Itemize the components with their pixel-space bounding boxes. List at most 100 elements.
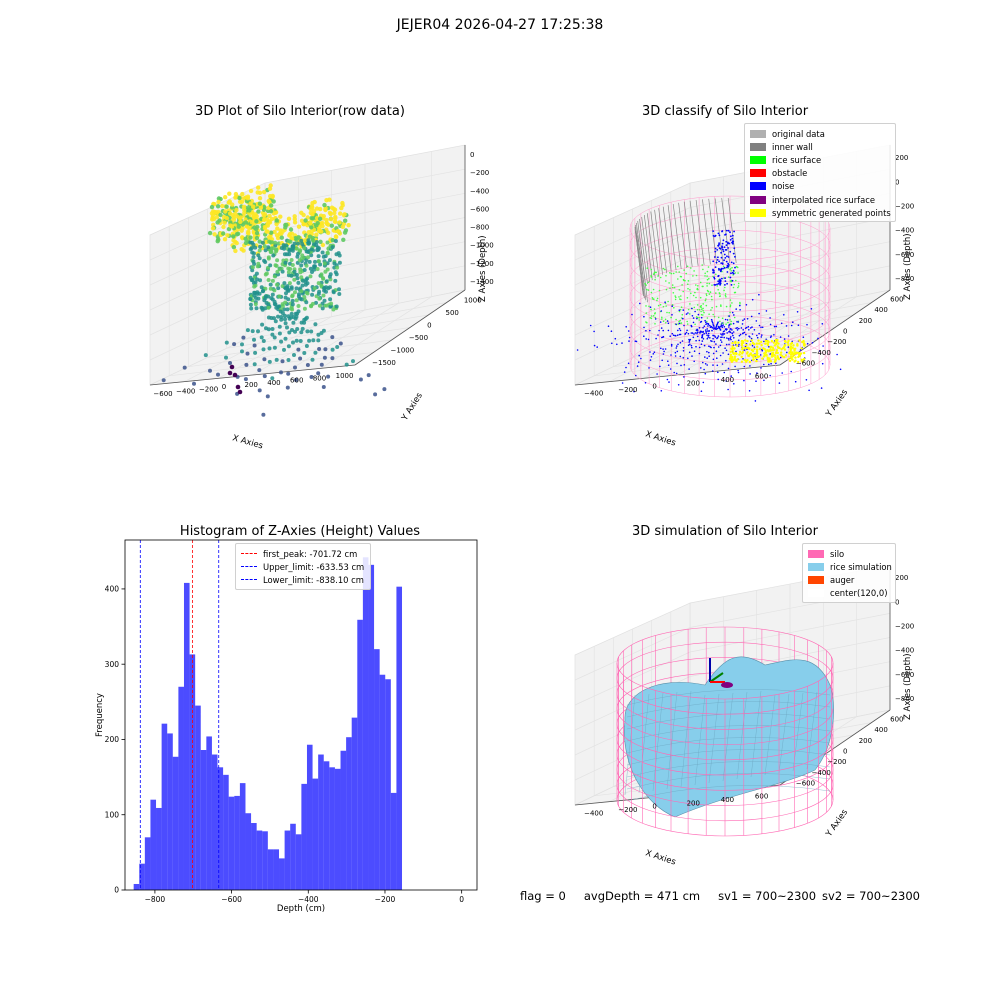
classify-noise-point <box>706 328 708 330</box>
classify-symmetric-point <box>798 353 802 356</box>
raw-data-point <box>221 231 226 236</box>
classify-inner-wall-line <box>646 213 656 279</box>
raw-data-point <box>254 271 259 276</box>
classify-noise-point <box>731 311 734 314</box>
raw-y-tick-label: 0 <box>427 321 431 329</box>
raw-data-point <box>335 265 340 270</box>
classify-symmetric-point <box>800 359 803 362</box>
classify-noise-point <box>635 340 638 343</box>
classify-symmetric-point <box>771 346 774 349</box>
classify-noise-point <box>708 345 710 347</box>
raw-x-tick-label: 600 <box>290 377 303 385</box>
raw-data-point <box>215 239 220 244</box>
classify-rice-point <box>693 270 695 272</box>
simulation-z-tick-label: −600 <box>895 671 914 679</box>
classify-rice-point <box>662 305 665 308</box>
classify-noise-point <box>727 247 729 249</box>
classify-legend-swatch <box>750 155 766 164</box>
classify-noise-point <box>728 323 731 326</box>
raw-data-point <box>317 296 322 301</box>
classify-symmetric-point <box>744 360 748 363</box>
classify-noise-point <box>708 330 710 332</box>
classify-symmetric-point <box>797 360 800 364</box>
classify-noise-point <box>688 351 691 354</box>
simulation-legend-swatch <box>808 562 824 571</box>
classify-inner-wall-line <box>695 199 705 266</box>
raw-data-point <box>283 321 288 326</box>
histogram-bar <box>239 783 246 890</box>
classify-noise-point <box>702 331 704 334</box>
classify-rice-point <box>677 265 679 268</box>
classify-rice-point <box>649 317 651 319</box>
raw-data-point <box>258 205 264 210</box>
classify-rice-point <box>662 320 665 323</box>
classify-rice-point <box>672 286 674 289</box>
classify-rice-point <box>725 305 728 308</box>
classify-noise-point <box>719 279 722 282</box>
classify-noise-point <box>742 329 744 331</box>
classify-noise-point <box>704 372 707 375</box>
classify-noise-point <box>790 324 793 327</box>
classify-rice-point <box>645 284 647 286</box>
classify-noise-point <box>683 364 686 366</box>
classify-noise-point <box>678 309 681 311</box>
classify-3d-plot: −400 −200 0 200 400 6006004002000−200−400−600… <box>574 144 914 449</box>
classify-noise-point <box>737 339 740 342</box>
simulation-legend-label: silo <box>830 548 845 559</box>
classify-noise-point <box>786 351 788 354</box>
raw-data-point <box>217 218 222 223</box>
histogram-bar <box>150 799 157 890</box>
raw-data-point <box>324 289 328 294</box>
classify-noise-point <box>653 351 656 353</box>
classify-noise-point <box>725 260 728 263</box>
classify-noise-point <box>760 326 762 329</box>
raw-data-point <box>284 222 289 228</box>
raw-data-point <box>238 215 243 220</box>
classify-rice-point <box>696 304 699 306</box>
classify-symmetric-point <box>768 357 771 360</box>
classify-symmetric-point <box>746 339 749 343</box>
classify-symmetric-point <box>758 347 762 351</box>
classify-rice-point <box>673 286 676 289</box>
classify-noise-point <box>706 350 708 353</box>
classify-rice-point <box>670 316 672 319</box>
classify-symmetric-point <box>789 346 792 350</box>
raw-data-point <box>285 307 290 312</box>
classify-rice-point <box>721 317 724 320</box>
classify-rice-point <box>667 300 669 303</box>
histogram-bar <box>262 831 268 890</box>
classify-noise-point <box>667 322 670 325</box>
classify-x-tick-label: 400 <box>721 376 734 384</box>
classify-noise-point <box>669 368 672 370</box>
classify-noise-point <box>728 242 731 245</box>
raw-data-point <box>267 236 273 241</box>
raw-data-point <box>320 306 325 311</box>
raw-data-point <box>237 195 242 201</box>
classify-noise-point <box>725 240 728 243</box>
classify-noise-point <box>717 335 720 337</box>
classify-rice-point <box>645 312 648 314</box>
classify-rice-point <box>680 306 683 308</box>
raw-data-point <box>289 231 295 236</box>
classify-noise-point <box>596 346 598 348</box>
classify-inner-wall-line <box>678 202 687 268</box>
raw-data-point <box>239 235 245 240</box>
classify-legend-item: inner wall <box>750 140 890 153</box>
raw-data-point <box>261 288 266 293</box>
classify-noise-point <box>723 266 726 269</box>
raw-data-point <box>323 347 328 352</box>
classify-rice-point <box>724 286 726 289</box>
raw-data-point <box>250 268 255 273</box>
raw-data-point <box>302 306 307 311</box>
classify-noise-point <box>714 336 717 338</box>
classify-symmetric-point <box>741 346 744 349</box>
classify-noise-point <box>797 324 800 326</box>
raw-data-point <box>334 272 339 277</box>
raw-data-point <box>283 295 288 300</box>
raw-data-point <box>298 356 303 361</box>
classify-rice-point <box>690 267 692 269</box>
classify-x-tick-label: −400 <box>584 389 603 397</box>
raw-data-point <box>333 239 338 243</box>
raw-data-point <box>216 372 220 377</box>
classify-noise-point <box>719 344 722 347</box>
